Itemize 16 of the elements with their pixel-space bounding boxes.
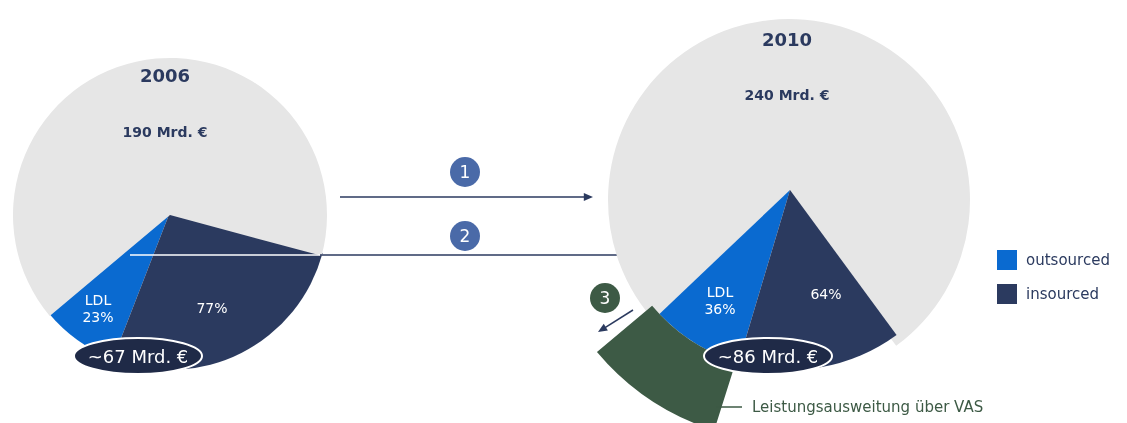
chart-title: 2006 — [139, 65, 191, 86]
text: 2 — [459, 226, 471, 246]
text: LDL 36% — [704, 284, 736, 317]
text: 3 — [599, 288, 611, 308]
text: 1 — [459, 162, 471, 182]
legend-label: insourced — [1026, 285, 1100, 303]
legend-label: outsourced — [1026, 251, 1110, 269]
text: 77% — [196, 300, 228, 316]
text: Leistungsausweitung über VAS — [752, 398, 984, 416]
text: ~86 Mrd. € — [717, 346, 819, 367]
text: ~67 Mrd. € — [87, 346, 189, 367]
text: 240 Mrd. € — [744, 87, 830, 103]
text: 2010 — [761, 29, 813, 50]
text: LDL 23% — [82, 292, 114, 325]
text: 64% — [810, 286, 842, 302]
text: 190 Mrd. € — [122, 124, 208, 140]
